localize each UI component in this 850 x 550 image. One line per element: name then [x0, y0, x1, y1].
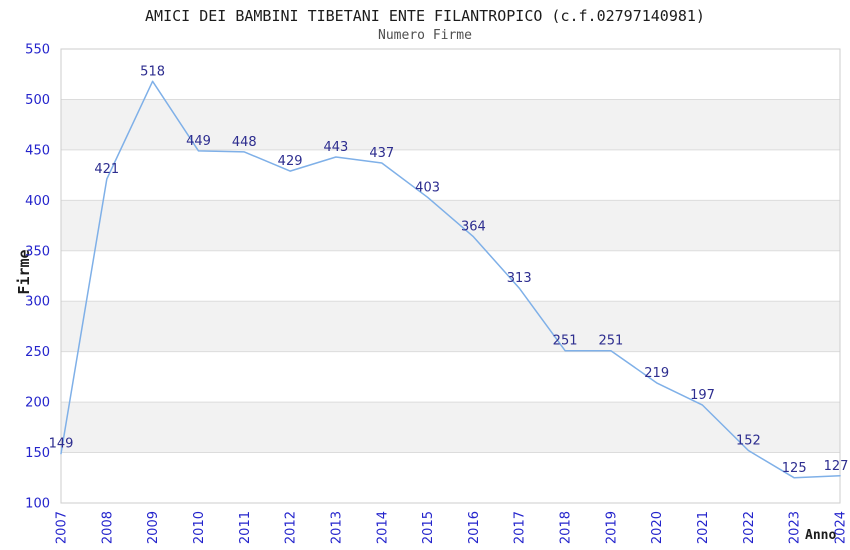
- x-axis-tick-label: 2012: [284, 511, 299, 544]
- y-axis-tick-label: 100: [25, 497, 50, 512]
- chart-title: AMICI DEI BAMBINI TIBETANI ENTE FILANTRO…: [145, 7, 705, 25]
- data-point-label: 152: [736, 434, 761, 449]
- data-point-label: 518: [140, 64, 165, 79]
- x-axis-tick-label: 2023: [788, 511, 803, 544]
- x-axis-tick-label: 2021: [696, 511, 711, 544]
- data-point-label: 449: [186, 134, 211, 149]
- alternating-band: [61, 402, 840, 453]
- data-point-label: 313: [507, 271, 532, 286]
- chart-subtitle: Numero Firme: [378, 28, 472, 43]
- data-point-label: 251: [598, 334, 623, 349]
- line-series: [60, 80, 841, 479]
- x-axis-tick-label: 2016: [467, 511, 482, 544]
- x-axis-tick-label: 2014: [375, 511, 390, 544]
- y-axis-tick-label: 400: [25, 194, 50, 209]
- y-axis-tick-label: 200: [25, 396, 50, 411]
- plot-border: [60, 48, 841, 504]
- data-point-label: 403: [415, 180, 440, 195]
- y-axis-tick-label: 500: [25, 93, 50, 108]
- data-point-label: 448: [232, 135, 257, 150]
- data-point-label: 364: [461, 220, 486, 235]
- x-axis-title: Anno: [805, 528, 837, 543]
- data-point-label: 149: [49, 437, 74, 452]
- x-axis-tick-label: 2010: [192, 511, 207, 544]
- data-point-label: 251: [553, 334, 578, 349]
- x-axis-tick-label: 2017: [513, 511, 528, 544]
- x-axis-tick-label: 2007: [55, 511, 70, 544]
- x-axis-tick-label: 2022: [742, 511, 757, 544]
- data-point-label: 125: [782, 461, 807, 476]
- x-axis-tick-label: 2013: [329, 511, 344, 544]
- y-axis-tick-label: 300: [25, 295, 50, 310]
- y-axis-tick-label: 250: [25, 345, 50, 360]
- x-axis-tick-label: 2024: [834, 511, 849, 544]
- data-point-label: 197: [690, 388, 715, 403]
- data-point-label: 421: [94, 162, 119, 177]
- x-axis-tick-label: 2008: [100, 511, 115, 544]
- x-axis-tick-label: 2018: [559, 511, 574, 544]
- alternating-band: [61, 301, 840, 352]
- alternating-band: [61, 99, 840, 150]
- data-point-label: 127: [824, 459, 849, 474]
- x-axis-tick-label: 2015: [421, 511, 436, 544]
- x-axis-tick-label: 2019: [604, 511, 619, 544]
- x-axis-tick-label: 2011: [238, 511, 253, 544]
- x-axis-tick-label: 2009: [146, 511, 161, 544]
- y-axis-tick-label: 550: [25, 43, 50, 58]
- y-axis-tick-label: 350: [25, 244, 50, 259]
- data-point-label: 437: [369, 146, 394, 161]
- y-axis-tick-label: 150: [25, 446, 50, 461]
- alternating-band: [61, 200, 840, 251]
- y-axis-tick-label: 450: [25, 143, 50, 158]
- data-point-label: 429: [278, 154, 303, 169]
- data-point-label: 219: [644, 366, 669, 381]
- data-point-label: 443: [323, 140, 348, 155]
- x-axis-tick-label: 2020: [650, 511, 665, 544]
